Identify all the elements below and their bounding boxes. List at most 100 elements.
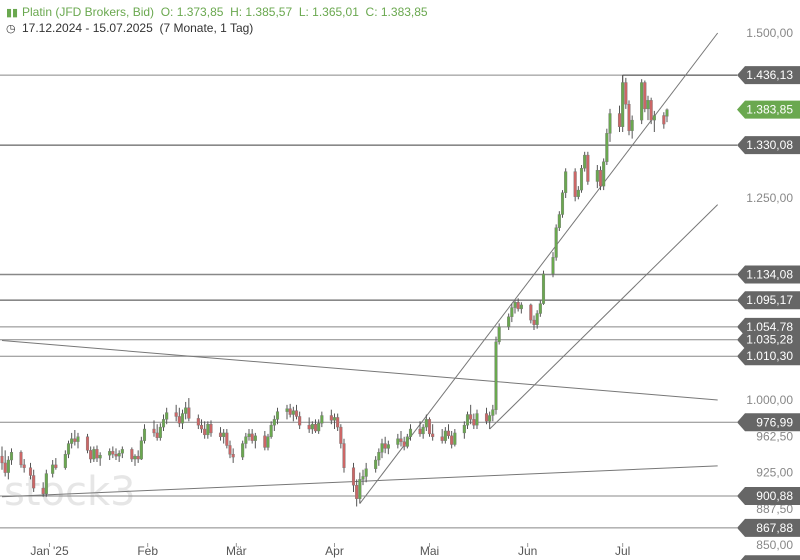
instrument-name: Platin (JFD Brokers, Bid): [22, 5, 155, 19]
candle-body: [564, 171, 568, 193]
candle-body: [89, 450, 93, 460]
candle-body: [573, 171, 577, 197]
level-price-tag: [737, 136, 800, 155]
candle-body: [298, 416, 302, 426]
candle-body: [351, 467, 356, 486]
candle-body: [294, 410, 299, 417]
candle-body: [133, 455, 137, 460]
candle-body: [469, 414, 473, 420]
candle-body: [431, 433, 435, 437]
level-price-label: 1.436,13: [746, 68, 793, 82]
x-tick-label: Jun: [518, 544, 537, 558]
candle-body: [355, 484, 359, 499]
level-price-label: 1.010,30: [746, 349, 793, 363]
candle-body: [424, 419, 428, 428]
candle-body: [605, 133, 609, 162]
candle-body: [450, 435, 454, 445]
x-tick-label: Jan '25: [30, 544, 69, 558]
candle-body: [396, 438, 400, 445]
candle-body: [541, 273, 546, 304]
candle-body: [652, 115, 656, 121]
candle-body: [377, 452, 381, 461]
candle-body: [41, 487, 45, 495]
level-price-label: 1.134,08: [746, 268, 793, 282]
candle-body: [617, 113, 622, 127]
level-price-label: 1.330,08: [746, 138, 793, 152]
candle-body: [117, 453, 121, 457]
candle-body: [225, 432, 229, 446]
level-price-label: 1.095,17: [746, 293, 793, 307]
y-tick-label: 925,00: [756, 466, 793, 480]
candle-body: [272, 419, 276, 426]
candle-body: [73, 438, 77, 442]
candle-body: [532, 319, 536, 325]
candle-body: [285, 408, 289, 412]
candle-body: [586, 154, 590, 182]
candle-body: [535, 313, 539, 325]
candle-body: [266, 436, 270, 448]
candle-body: [408, 428, 413, 437]
ohlc-close: C: 1.383,85: [365, 5, 428, 19]
candle-body: [358, 479, 362, 499]
clock-icon: ◷: [6, 23, 16, 35]
level-price-tag: [737, 518, 800, 537]
candle-body: [380, 443, 384, 453]
candle-body: [70, 438, 74, 444]
candle-body: [152, 428, 156, 434]
level-price-label: 1.383,85: [746, 103, 793, 117]
candle-body: [184, 407, 188, 414]
candle-body: [187, 407, 191, 419]
candle-body: [63, 454, 67, 468]
candle-body: [465, 414, 470, 426]
candle-body: [196, 418, 200, 426]
level-price-tag: [737, 265, 800, 284]
y-tick-label: 1.250,00: [746, 191, 793, 205]
chart-header-range: ◷ 17.12.2024 - 15.07.2025 (7 Monate, 1 Ta…: [6, 21, 253, 35]
candle-body: [22, 464, 26, 468]
candle-body: [646, 100, 650, 110]
candle-body: [339, 426, 343, 444]
candle-body: [247, 433, 251, 437]
candle-body: [241, 443, 245, 458]
candle-body: [551, 257, 555, 275]
chart-header-ohlc: ▮▮ Platin (JFD Brokers, Bid) O: 1.373,85 …: [6, 5, 428, 19]
candle-body: [54, 464, 58, 468]
candle-body: [513, 302, 517, 308]
candle-body: [662, 115, 666, 125]
trend-line: [1, 340, 718, 401]
candle-body: [602, 161, 606, 187]
candle-body: [275, 411, 280, 420]
candle-body: [307, 424, 311, 430]
candle-body: [158, 426, 162, 438]
candle-body: [155, 432, 159, 438]
candle-body: [405, 436, 409, 447]
candle-body: [19, 452, 23, 466]
ohlc-high: H: 1.385,57: [230, 5, 293, 19]
candle-body: [28, 467, 33, 476]
candle-body: [510, 307, 514, 317]
ohlc-open: O: 1.373,85: [160, 5, 224, 19]
y-tick-label: 962,50: [756, 429, 793, 443]
candle-body: [142, 428, 147, 441]
candle-body: [139, 440, 143, 460]
candle-body: [595, 170, 599, 182]
candle-body: [418, 428, 422, 435]
x-tick-label: Feb: [137, 544, 158, 558]
candle-body: [336, 417, 340, 428]
candle-body: [180, 413, 185, 424]
candle-body: [130, 449, 134, 460]
candle-body: [630, 119, 634, 131]
candle-body: [332, 417, 337, 421]
candle-body: [576, 189, 580, 197]
candle-body: [120, 449, 124, 454]
x-tick-label: Mai: [420, 544, 439, 558]
x-tick-label: Apr: [325, 544, 344, 558]
candle-body: [206, 424, 210, 436]
candle-body: [627, 104, 631, 131]
candle-body: [440, 436, 444, 441]
candle-body: [263, 435, 267, 448]
date-range: 17.12.2024 - 15.07.2025: [22, 21, 153, 35]
candle-body: [402, 441, 406, 447]
candle-body: [361, 476, 365, 480]
